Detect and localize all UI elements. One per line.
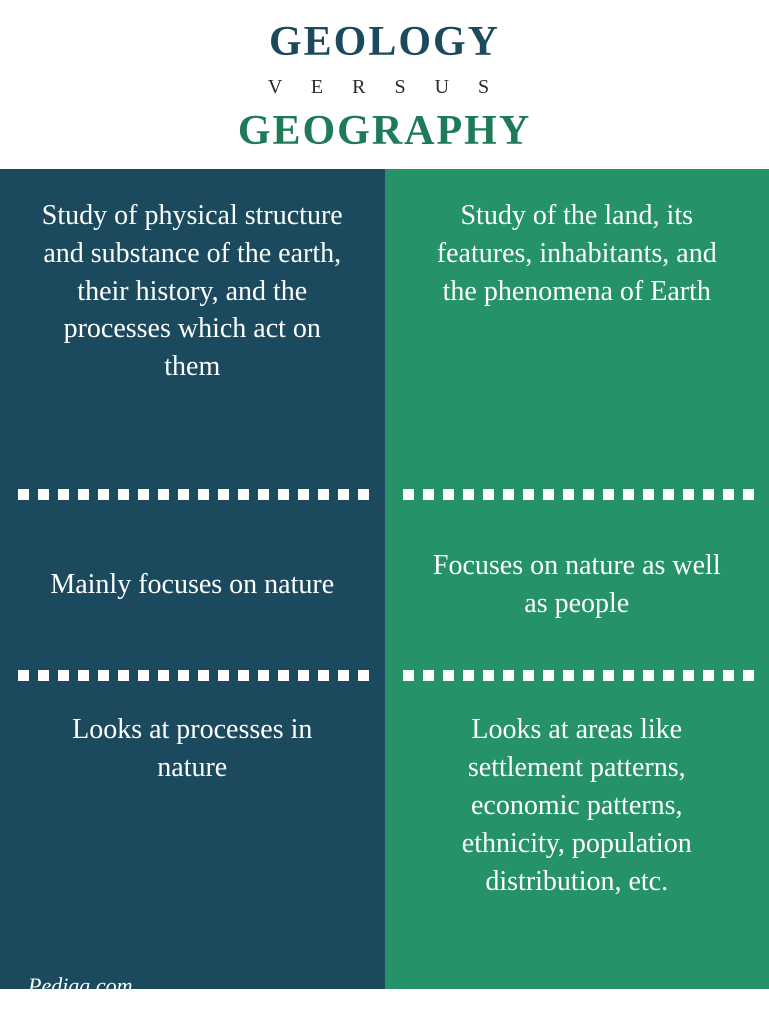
- versus-label: V E R S U S: [0, 76, 769, 99]
- divider-dot: [643, 489, 654, 500]
- cell-text: Study of physical structure and substanc…: [36, 197, 349, 386]
- comparison-grid: Study of physical structure and substanc…: [0, 169, 769, 989]
- divider-dot: [583, 670, 594, 681]
- divider-dot: [118, 489, 129, 500]
- divider-dot: [703, 670, 714, 681]
- divider-dot: [543, 489, 554, 500]
- divider-dot: [743, 489, 754, 500]
- divider-dot: [443, 489, 454, 500]
- divider-dot: [723, 489, 734, 500]
- cell-geology-3: Looks at processes in nature: [0, 675, 385, 989]
- divider-dot: [403, 489, 414, 500]
- divider-dots-right: [385, 489, 769, 501]
- divider-dot: [38, 489, 49, 500]
- divider-dot: [583, 489, 594, 500]
- divider-dot: [683, 489, 694, 500]
- divider-dot: [623, 489, 634, 500]
- row-3: Looks at processes in nature Looks at ar…: [0, 675, 769, 989]
- divider-dot: [723, 670, 734, 681]
- divider-dot: [198, 670, 209, 681]
- divider-dot: [503, 670, 514, 681]
- divider-dot: [78, 489, 89, 500]
- title-geography: GEOGRAPHY: [0, 107, 769, 155]
- divider-dots-right: [385, 669, 769, 681]
- divider-dot: [78, 670, 89, 681]
- divider-dot: [258, 489, 269, 500]
- cell-geography-2: Focuses on nature as well as people: [385, 495, 769, 676]
- cell-geography-3: Looks at areas like settlement patterns,…: [385, 675, 769, 989]
- divider-dot: [603, 670, 614, 681]
- row-1: Study of physical structure and substanc…: [0, 169, 769, 495]
- cell-geology-1: Study of physical structure and substanc…: [0, 169, 385, 495]
- divider-dot: [158, 489, 169, 500]
- divider-dot: [743, 670, 754, 681]
- divider-dot: [503, 489, 514, 500]
- source-credit: Pediaa.com: [28, 973, 132, 999]
- divider-dot: [318, 489, 329, 500]
- divider-dot: [98, 489, 109, 500]
- divider-dot: [338, 489, 349, 500]
- divider-dot: [483, 670, 494, 681]
- divider-dot: [138, 489, 149, 500]
- divider-dot: [218, 489, 229, 500]
- divider-dot: [278, 489, 289, 500]
- infographic-container: GEOLOGY V E R S U S GEOGRAPHY Study of p…: [0, 0, 769, 1013]
- divider-dot: [118, 670, 129, 681]
- divider-dot: [358, 670, 369, 681]
- divider-dot: [198, 489, 209, 500]
- divider-dot: [423, 670, 434, 681]
- divider-dot: [623, 670, 634, 681]
- divider-dot: [543, 670, 554, 681]
- title-geology: GEOLOGY: [0, 18, 769, 66]
- cell-text: Focuses on nature as well as people: [421, 547, 734, 623]
- divider-dot: [523, 489, 534, 500]
- divider-dot: [423, 489, 434, 500]
- divider-dot: [178, 489, 189, 500]
- divider-dots-left: [0, 669, 385, 681]
- divider-dot: [178, 670, 189, 681]
- divider-dot: [683, 670, 694, 681]
- divider-dot: [238, 670, 249, 681]
- cell-geography-1: Study of the land, its features, inhabit…: [385, 169, 769, 495]
- cell-geology-2: Mainly focuses on nature: [0, 495, 385, 676]
- divider-dot: [703, 489, 714, 500]
- divider-dot: [483, 489, 494, 500]
- divider-dot: [603, 489, 614, 500]
- divider-dot: [563, 489, 574, 500]
- header: GEOLOGY V E R S U S GEOGRAPHY: [0, 0, 769, 169]
- divider-dot: [18, 670, 29, 681]
- divider-dot: [338, 670, 349, 681]
- divider-dot: [58, 489, 69, 500]
- divider-dot: [218, 670, 229, 681]
- divider-dot: [463, 489, 474, 500]
- divider-dot: [278, 670, 289, 681]
- divider-dot: [138, 670, 149, 681]
- row-2: Mainly focuses on nature Focuses on natu…: [0, 495, 769, 676]
- cell-text: Looks at areas like settlement patterns,…: [421, 711, 734, 900]
- cell-text: Study of the land, its features, inhabit…: [421, 197, 734, 310]
- divider-dot: [238, 489, 249, 500]
- divider-dot: [358, 489, 369, 500]
- divider-dot: [258, 670, 269, 681]
- divider-dot: [663, 489, 674, 500]
- divider-dot: [38, 670, 49, 681]
- cell-text: Mainly focuses on nature: [50, 566, 334, 604]
- divider-dot: [443, 670, 454, 681]
- divider-dot: [98, 670, 109, 681]
- divider-dot: [643, 670, 654, 681]
- divider-dots-left: [0, 489, 385, 501]
- divider-dot: [563, 670, 574, 681]
- divider-dot: [403, 670, 414, 681]
- divider-dot: [158, 670, 169, 681]
- divider-dot: [18, 489, 29, 500]
- divider-dot: [58, 670, 69, 681]
- cell-text: Looks at processes in nature: [36, 711, 349, 787]
- divider-dot: [463, 670, 474, 681]
- divider-dot: [298, 489, 309, 500]
- divider-dot: [663, 670, 674, 681]
- divider-dot: [298, 670, 309, 681]
- divider-dot: [523, 670, 534, 681]
- divider-dot: [318, 670, 329, 681]
